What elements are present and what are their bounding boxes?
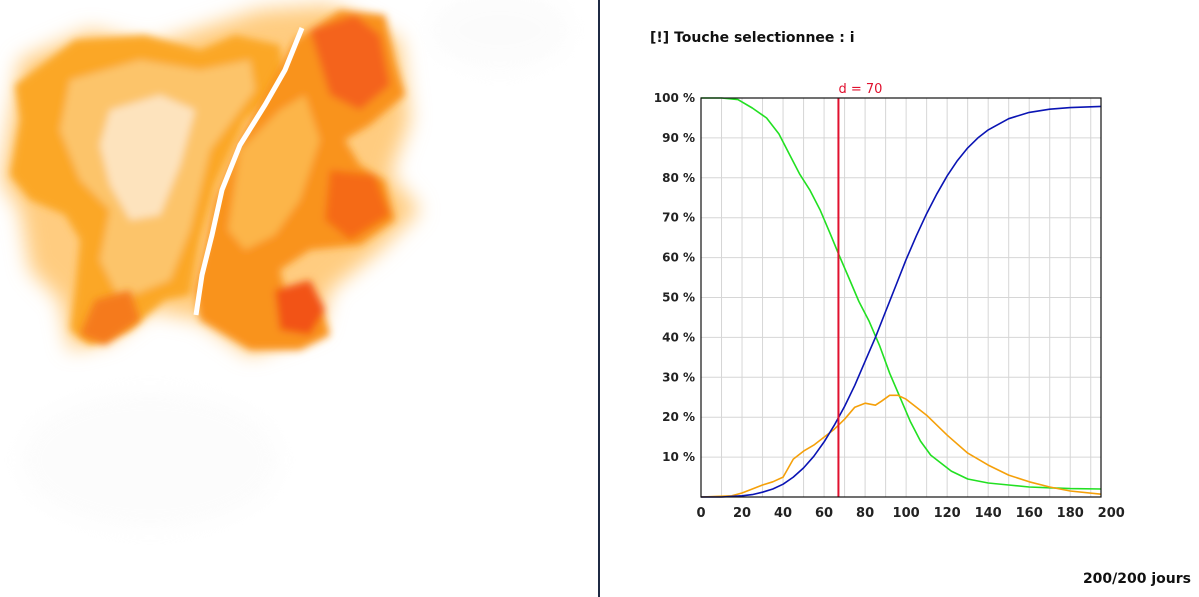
y-tick-label: 70 % bbox=[662, 211, 695, 225]
x-tick-label: 60 bbox=[815, 506, 833, 521]
y-tick-label: 60 % bbox=[662, 251, 695, 265]
x-tick-label: 180 bbox=[1057, 506, 1084, 521]
x-tick-label: 140 bbox=[975, 506, 1002, 521]
y-tick-label: 50 % bbox=[662, 291, 695, 305]
x-tick-label: 0 bbox=[696, 506, 705, 521]
panel-divider bbox=[598, 0, 600, 597]
status-text: Touche selectionnee : i bbox=[674, 30, 855, 46]
y-tick-label: 30 % bbox=[662, 370, 695, 384]
status-line: [!] Touche selectionnee : i bbox=[650, 30, 855, 46]
x-tick-label: 80 bbox=[856, 506, 874, 521]
right-blob bbox=[80, 10, 405, 350]
chart-grid bbox=[701, 97, 1101, 497]
susceptible-line bbox=[701, 97, 1102, 490]
infected-line bbox=[700, 394, 1102, 498]
left-blob bbox=[10, 35, 285, 345]
x-tick-label: 40 bbox=[774, 506, 792, 521]
removed-line bbox=[701, 105, 1102, 498]
crack-line bbox=[193, 27, 305, 316]
x-tick-label: 20 bbox=[733, 506, 751, 521]
y-axis-ticks: 10 % 20 % 30 % 40 % 50 % 60 % 70 % 80 % 90 % 100 … bbox=[654, 91, 695, 464]
y-tick-label: 80 % bbox=[662, 171, 695, 185]
infection-heatmap-icon bbox=[0, 0, 570, 530]
x-tick-label: 120 bbox=[934, 506, 961, 521]
day-marker-label: d = 70 bbox=[838, 82, 882, 97]
x-axis-ticks: 0 20 40 60 80 100 120 140 160 180 200 bbox=[696, 506, 1124, 521]
faint-haze bbox=[20, 0, 570, 530]
plot-frame bbox=[700, 97, 1102, 498]
simulation-view bbox=[0, 0, 598, 597]
day-marker: d = 70 bbox=[837, 82, 882, 497]
y-tick-label: 90 % bbox=[662, 131, 695, 145]
chart-panel: [!] Touche selectionnee : i d = 70 10 % 2… bbox=[600, 0, 1199, 597]
chart-series bbox=[700, 97, 1102, 498]
day-counter: 200/200 jours bbox=[1082, 571, 1191, 587]
x-tick-label: 100 bbox=[893, 506, 920, 521]
x-tick-label: 200 bbox=[1098, 506, 1125, 521]
y-tick-label: 100 % bbox=[654, 91, 695, 105]
x-tick-label: 160 bbox=[1016, 506, 1043, 521]
y-tick-label: 40 % bbox=[662, 330, 695, 344]
sir-line-chart: d = 70 10 % 20 % 30 % 40 % 50 % 60 % 70 % 80 % 9… bbox=[654, 82, 1125, 521]
y-tick-label: 20 % bbox=[662, 410, 695, 424]
alert-icon: [!] bbox=[650, 30, 670, 46]
y-tick-label: 10 % bbox=[662, 450, 695, 464]
